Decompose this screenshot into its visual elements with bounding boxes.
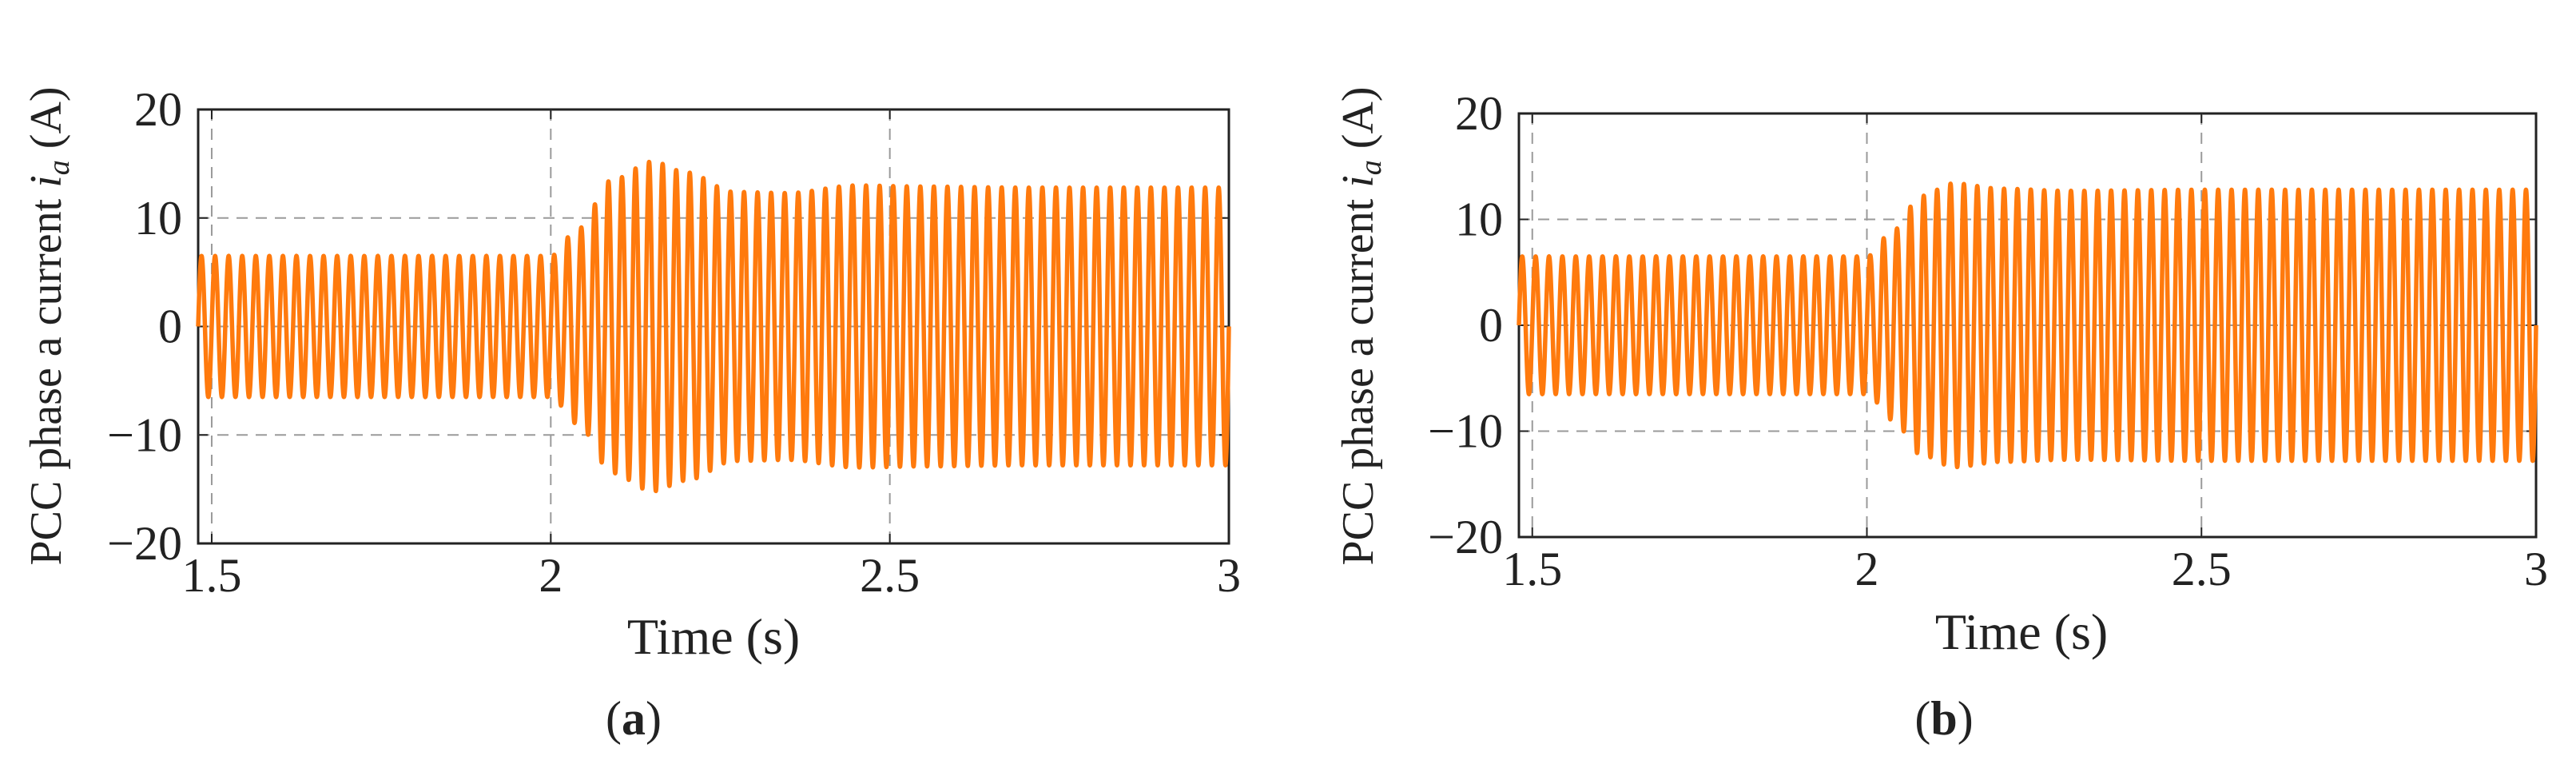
panel-a: 1.5 2 2.5 3 −20 −10 0 10 20 Time (s) PCC phase …: [22, 83, 1241, 745]
x-tick-labels: 1.5 2 2.5 3: [181, 549, 1241, 602]
x-tick-label: 1.5: [181, 549, 241, 602]
y-tick-labels: −20 −10 0 10 20: [1428, 87, 1503, 563]
y-tick-label: 10: [1455, 193, 1503, 246]
caption-letter: b: [1930, 692, 1957, 745]
x-tick-label: 3: [2524, 543, 2548, 595]
y-axis-label-variable: i: [22, 175, 71, 188]
y-tick-label: 20: [134, 83, 182, 136]
x-tick-label: 1.5: [1502, 543, 1562, 595]
caption-letter: a: [622, 692, 646, 745]
y-tick-label: 10: [134, 192, 182, 245]
y-axis-label-subscript: a: [1354, 160, 1388, 175]
y-axis-label-suffix: (A): [22, 86, 71, 160]
panel-b: 1.5 2 2.5 3 −20 −10 0 10 20 Time (s) PCC phase …: [1334, 86, 2548, 745]
y-axis-label-prefix: PCC phase a current: [1334, 188, 1383, 566]
caption-close-paren: ): [646, 692, 662, 745]
current-trace: [1517, 181, 2538, 470]
caption-close-paren: ): [1958, 692, 1974, 745]
y-tick-label: −20: [107, 517, 182, 570]
y-axis-label-prefix: PCC phase a current: [22, 188, 71, 566]
y-axis-label-variable: i: [1334, 175, 1383, 188]
x-tick-label: 2.5: [2172, 543, 2232, 595]
y-tick-labels: −20 −10 0 10 20: [107, 83, 182, 570]
y-tick-label: −10: [107, 408, 182, 461]
caption-open-paren: (: [1914, 692, 1930, 745]
y-tick-label: −10: [1428, 405, 1503, 458]
y-tick-label: 20: [1455, 87, 1503, 140]
y-axis-label-subscript: a: [42, 160, 76, 175]
x-tick-label: 2: [1855, 543, 1879, 595]
y-tick-label: −20: [1428, 511, 1503, 563]
panel-caption: (b): [1914, 692, 1973, 745]
y-axis-label: PCC phase a current ia (A): [22, 86, 76, 565]
y-tick-label: 0: [158, 300, 182, 353]
x-tick-label: 3: [1217, 549, 1241, 602]
current-trace: [196, 159, 1231, 494]
x-axis-label: Time (s): [1935, 603, 2108, 660]
x-tick-label: 2: [539, 549, 563, 602]
x-tick-labels: 1.5 2 2.5 3: [1502, 543, 2548, 595]
x-tick-label: 2.5: [860, 549, 920, 602]
y-axis-label: PCC phase a current ia (A): [1334, 86, 1388, 565]
y-axis-label-suffix: (A): [1334, 86, 1383, 160]
x-axis-label: Time (s): [627, 608, 800, 665]
caption-open-paren: (: [606, 692, 622, 745]
y-tick-label: 0: [1479, 299, 1503, 352]
panel-caption: (a): [606, 692, 662, 745]
